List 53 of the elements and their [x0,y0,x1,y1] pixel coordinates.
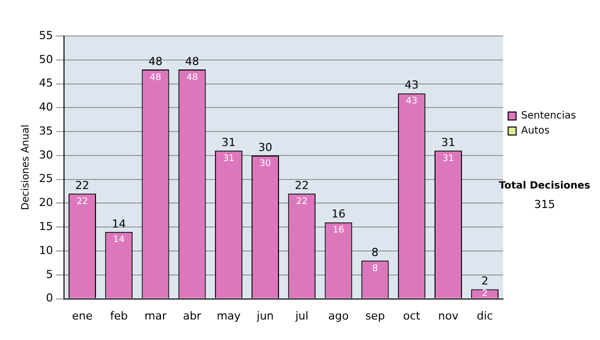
y-tick-label: 5 [46,268,53,281]
x-tick-label: jun [256,309,274,322]
legend-label: Autos [521,126,550,137]
total-label: 43 [404,78,419,92]
x-tick-label: dic [476,309,493,322]
legend-label: Sentencias [521,110,576,122]
data-label: 48 [186,72,198,83]
annotation: Total Decisiones [498,180,590,192]
y-tick-label: 30 [38,148,53,162]
data-label: 30 [260,158,272,169]
x-tick-label: ago [328,309,349,322]
total-label: 2 [481,274,488,288]
y-tick-label: 50 [38,52,53,66]
total-label: 48 [148,54,162,68]
x-tick-label: nov [438,309,459,322]
total-label: 22 [294,179,309,192]
x-tick-label: sep [365,309,385,322]
total-label: 8 [372,246,379,259]
x-tick-label: abr [182,309,202,322]
text: 315 [534,198,556,211]
y-tick-label: 25 [38,172,53,186]
y-tick-label: 40 [38,100,53,114]
y-axis-title: Decisiones Anual [20,124,32,210]
x-tick-label: jul [294,309,308,322]
total-label: 48 [185,54,200,68]
data-label: 22 [76,197,88,208]
x-tick-label: feb [110,309,128,322]
x-tick-label: oct [403,309,421,322]
x-tick-label: may [216,309,242,322]
data-label: 48 [150,72,162,83]
total-label: 22 [75,179,90,192]
total-label: 31 [441,136,456,150]
data-label: 31 [222,154,234,164]
y-tick-label: 10 [38,244,53,257]
data-label: 22 [296,197,308,208]
data-label: 31 [442,154,454,164]
y-tick-label: 20 [38,196,53,210]
data-label: 16 [332,226,344,236]
data-label: 2 [482,289,488,300]
y-tick-label: 15 [38,220,53,233]
data-label: 14 [113,235,125,246]
total-label: 31 [222,136,236,150]
y-tick-label: 35 [38,124,53,138]
data-label: 43 [406,96,418,107]
total-label: 14 [112,217,126,230]
y-tick-label: 55 [38,28,53,42]
y-tick-label: 45 [38,76,53,90]
data-label: 8 [372,264,378,274]
total-label: 16 [331,208,346,221]
x-tick-label: mar [144,309,167,322]
x-tick-label: ene [72,309,93,322]
total-label: 30 [258,140,272,154]
y-tick-label: 0 [46,292,53,305]
